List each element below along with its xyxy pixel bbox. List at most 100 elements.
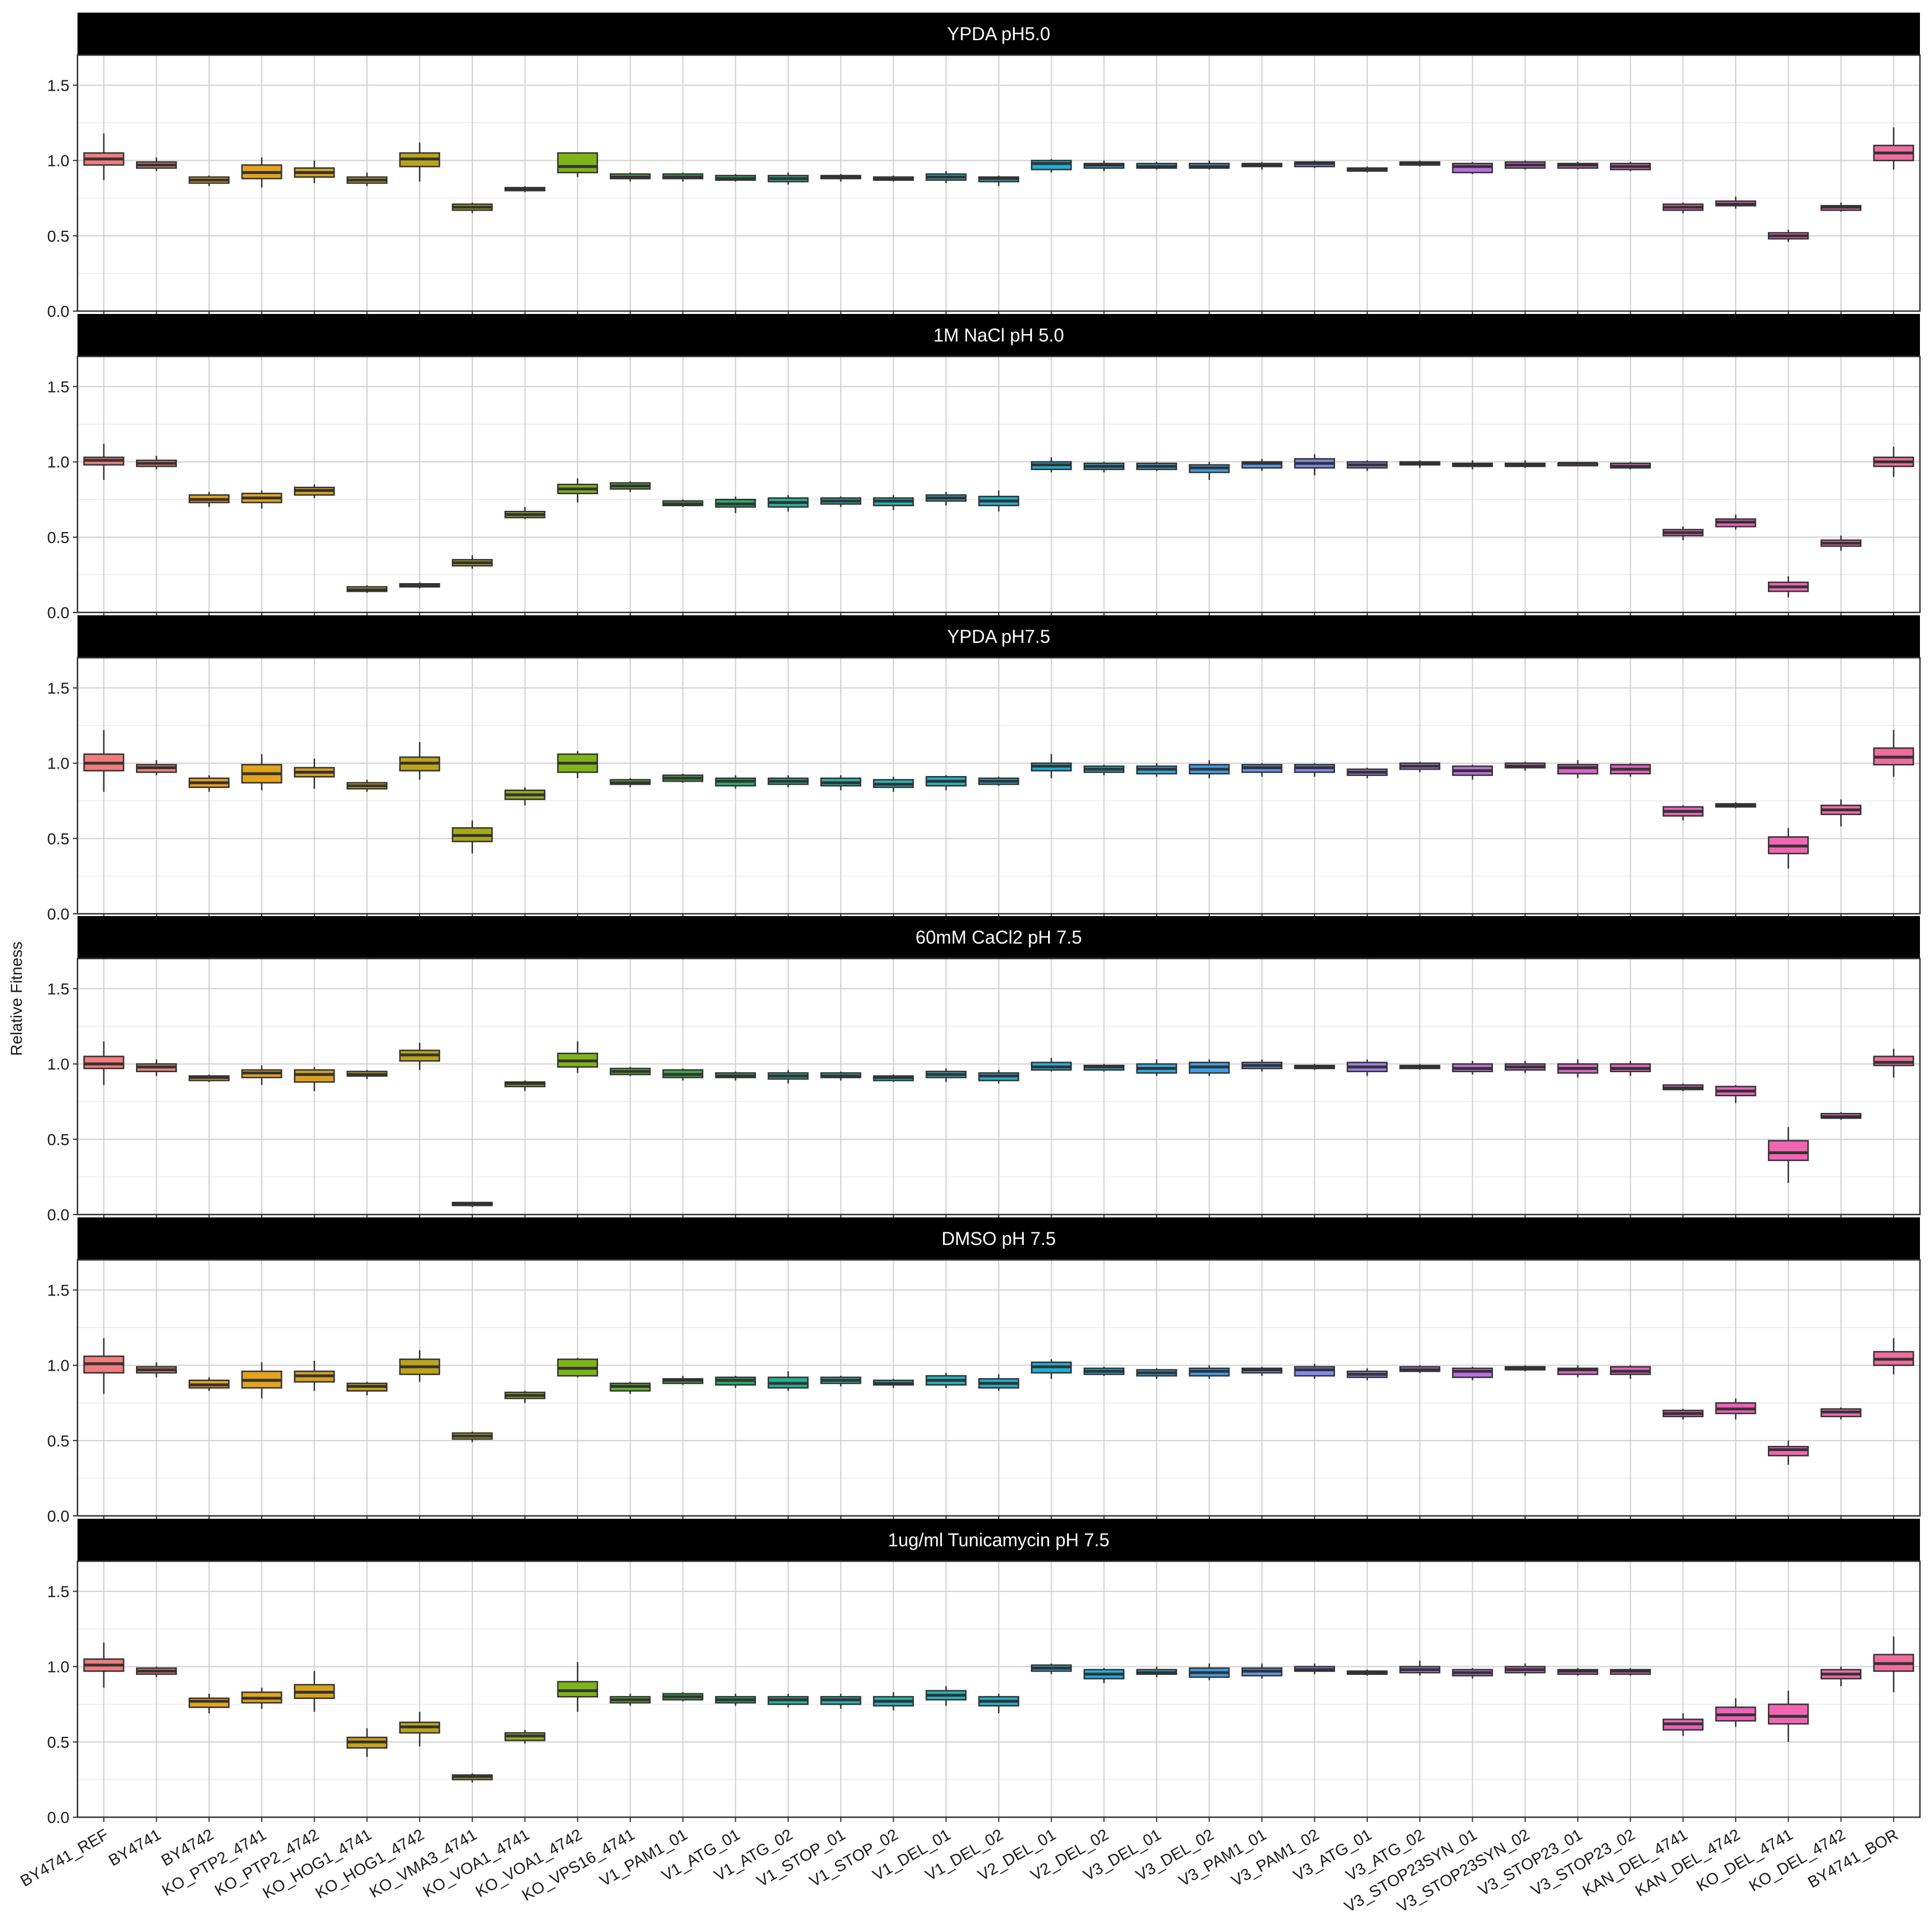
boxplot-box <box>925 1068 967 1083</box>
boxplot-box <box>1715 196 1756 209</box>
box-iqr <box>188 1697 230 1708</box>
boxplot-box <box>241 754 282 790</box>
box-iqr <box>557 1681 598 1698</box>
boxplot-box <box>1715 1698 1756 1727</box>
boxplot-box <box>1662 1713 1704 1736</box>
boxplot-box <box>610 778 651 787</box>
boxplot-box <box>1452 765 1493 780</box>
boxplot-box <box>1347 460 1388 471</box>
panel-border <box>76 355 1921 614</box>
boxplot-box <box>1504 1663 1546 1676</box>
boxplot-box <box>662 774 704 783</box>
boxplot-box <box>557 152 598 177</box>
boxplot-box <box>1294 160 1335 168</box>
panels-layer: YPDA pH5.0 0.0 0.5 1.0 1.5 1M NaCl pH 5.0 0.0 0… <box>47 13 1921 1826</box>
boxplot-box <box>610 172 651 182</box>
boxplot-box <box>767 1070 809 1084</box>
box-iqr <box>1768 1703 1809 1725</box>
boxplot-box <box>504 507 546 519</box>
y-tick-label: 0.0 <box>47 604 69 622</box>
boxplot-box <box>188 775 230 792</box>
boxplot-box <box>452 1431 493 1442</box>
boxplot-box <box>715 1376 756 1388</box>
boxplot-box <box>1452 1668 1493 1679</box>
boxplot-box <box>1873 1338 1914 1375</box>
boxplot-box <box>925 171 967 183</box>
boxplot-box <box>1504 762 1546 771</box>
boxplot-box <box>1347 166 1388 173</box>
boxplot-box <box>1557 1668 1599 1676</box>
boxplot-box <box>715 174 756 182</box>
boxplot-box <box>135 1362 177 1378</box>
facet-title: YPDA pH5.0 <box>947 24 1050 44</box>
boxplot-box <box>820 174 862 182</box>
box-iqr <box>1557 764 1599 775</box>
boxplot-box <box>662 1692 704 1701</box>
boxplot-box <box>1504 1365 1546 1372</box>
boxplot-box <box>662 172 704 182</box>
boxplot-box <box>1083 160 1125 172</box>
boxplot-box <box>241 157 282 188</box>
y-axis-title: Relative Fitness <box>7 941 25 1056</box>
boxplot-box <box>1715 1398 1756 1420</box>
boxplot-box <box>1136 1368 1177 1379</box>
boxplot-box <box>1241 763 1283 777</box>
boxplot-box <box>399 1350 440 1382</box>
boxplot-box <box>1083 1367 1125 1376</box>
boxplot-box <box>504 1391 546 1403</box>
boxplot-box <box>294 1671 335 1712</box>
boxplot-box <box>557 1041 598 1073</box>
boxplot-box <box>1557 1365 1599 1378</box>
boxplot-box <box>1083 1064 1125 1072</box>
boxplot-box <box>1241 162 1283 170</box>
panel-border <box>76 54 1921 312</box>
boxplot-box <box>1189 461 1230 480</box>
boxplot-box <box>1189 760 1230 778</box>
y-tick-label: 1.0 <box>47 1658 69 1676</box>
boxplot-box <box>1031 754 1072 778</box>
boxplot-box <box>1241 1367 1283 1376</box>
y-tick-label: 0.0 <box>47 1206 69 1224</box>
boxplot-box <box>872 175 914 182</box>
boxplot-box <box>188 175 230 187</box>
boxplot-box <box>1820 203 1862 212</box>
boxplot-box <box>1399 762 1441 773</box>
boxplot-box <box>872 1074 914 1083</box>
boxplot-box <box>1504 1061 1546 1073</box>
boxplot-box <box>1768 828 1809 869</box>
boxplot-box <box>1136 763 1177 777</box>
facet-title: 60mM CaCl2 pH 7.5 <box>915 927 1082 948</box>
boxplot-box <box>872 777 914 792</box>
boxplot-box <box>83 730 125 792</box>
facet-title: 1ug/ml Tunicamycin pH 7.5 <box>888 1530 1109 1550</box>
boxplot-box <box>399 1712 440 1747</box>
box-iqr <box>1768 1446 1809 1457</box>
boxplot-box <box>1189 1059 1230 1076</box>
boxplot-box <box>241 1687 282 1709</box>
boxplot-box <box>1662 1083 1704 1091</box>
boxplot-box <box>767 1693 809 1708</box>
boxplot-box <box>767 172 809 185</box>
boxplot-box <box>662 1068 704 1081</box>
boxplot-box <box>1820 799 1862 827</box>
y-tick-label: 0.0 <box>47 905 69 923</box>
boxplot-box <box>1347 1669 1388 1676</box>
y-tick-label: 0.5 <box>47 227 69 245</box>
boxplot-box <box>1136 162 1177 170</box>
boxplot-box <box>1768 1127 1809 1183</box>
box-iqr <box>1768 1140 1809 1161</box>
boxplot-box <box>452 203 493 214</box>
boxplot-box <box>135 157 177 172</box>
y-tick-label: 1.5 <box>47 76 69 94</box>
y-tick-label: 1.5 <box>47 1281 69 1299</box>
boxplot-box <box>399 582 440 589</box>
boxplot-box <box>1820 1666 1862 1686</box>
panel-border <box>76 657 1921 915</box>
boxplot-box <box>504 1080 546 1091</box>
boxplot-box <box>241 490 282 509</box>
facet-strip <box>77 615 1920 658</box>
facet-panel: 60mM CaCl2 pH 7.5 0.0 0.5 1.0 1.5 <box>47 916 1921 1224</box>
boxplot-box <box>1820 1407 1862 1420</box>
facet-strip <box>77 1519 1920 1561</box>
boxplot-box <box>1609 162 1651 172</box>
